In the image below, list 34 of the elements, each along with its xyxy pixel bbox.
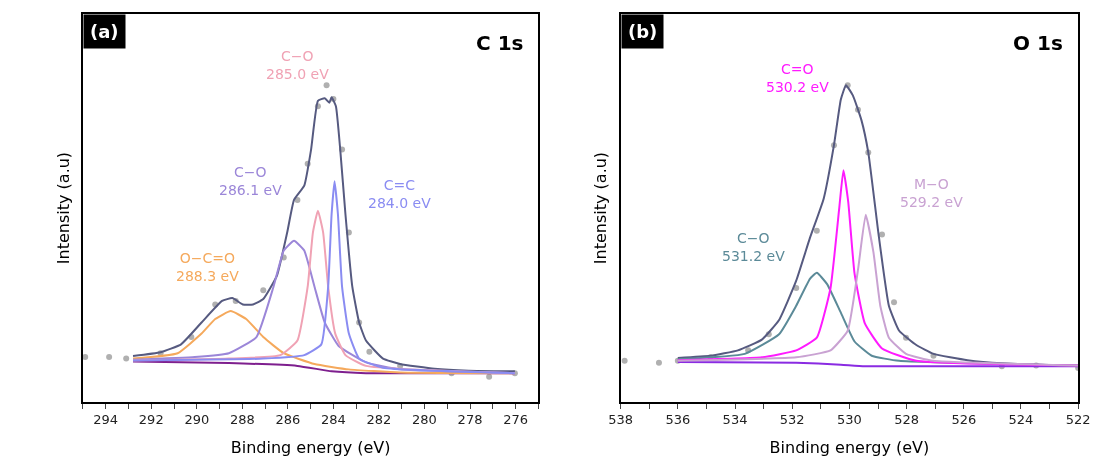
y-axis-title: Intensity (a.u) [53, 151, 73, 265]
x-tick-label: 282 [366, 412, 392, 428]
x-tick-label: 538 [608, 412, 634, 428]
text: M−O 529.2 eV [900, 176, 964, 211]
x-tick-label: 522 [1065, 412, 1091, 428]
text: C=O 530.2 eV [766, 61, 830, 96]
x-axis-title: Binding energy (eV) [769, 437, 930, 457]
text: (a) [90, 21, 119, 42]
x-tick-label: 286 [275, 412, 301, 428]
x-axis-title: Binding energy (eV) [230, 437, 391, 457]
x-tick-label: 534 [722, 412, 748, 428]
chart-title: O 1s [1013, 31, 1063, 55]
x-tick-label: 526 [951, 412, 977, 428]
x-tick-label: 278 [457, 412, 483, 428]
x-tick-label: 536 [665, 412, 691, 428]
x-tick-label: 528 [894, 412, 920, 428]
x-tick-label: 288 [229, 412, 255, 428]
text: C−O 531.2 eV [722, 230, 786, 265]
text: C−O 285.0 eV [266, 48, 330, 83]
chart-title: C 1s [476, 31, 524, 55]
text: O−C=O 288.3 eV [176, 250, 240, 285]
x-tick-label: 524 [1008, 412, 1034, 428]
text: C−O 286.1 eV [219, 164, 283, 199]
x-tick-label: 530 [837, 412, 862, 428]
x-tick-label: 284 [320, 412, 346, 428]
x-tick-label: 292 [138, 412, 164, 428]
x-tick-label: 294 [93, 412, 119, 428]
x-tick-label: 280 [412, 412, 437, 428]
text: C=C 284.0 eV [368, 177, 432, 212]
x-tick-label: 276 [503, 412, 528, 428]
x-tick-label: 290 [184, 412, 210, 428]
x-tick-label: 532 [779, 412, 805, 428]
text: (b) [628, 21, 658, 42]
y-axis-title: Intensity (a.u) [591, 151, 611, 265]
